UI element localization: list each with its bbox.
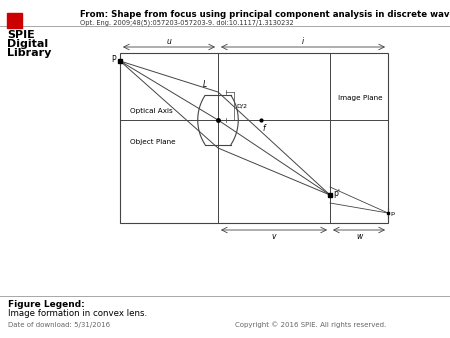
- Text: u: u: [166, 37, 171, 46]
- Text: Figure Legend:: Figure Legend:: [8, 300, 85, 309]
- Text: Date of download: 5/31/2016: Date of download: 5/31/2016: [8, 322, 110, 328]
- Text: SPIE: SPIE: [9, 19, 20, 23]
- Text: From: Shape from focus using principal component analysis in discrete wavelet tr: From: Shape from focus using principal c…: [80, 10, 450, 19]
- Bar: [120, 53, 388, 223]
- Text: w: w: [356, 232, 362, 241]
- Text: L: L: [203, 80, 207, 89]
- Text: p': p': [333, 190, 340, 198]
- Text: Image formation in convex lens.: Image formation in convex lens.: [8, 309, 147, 318]
- Text: SPIE: SPIE: [7, 30, 35, 40]
- Text: v: v: [272, 232, 276, 241]
- Text: Image Plane: Image Plane: [338, 95, 382, 101]
- Text: Object Plane: Object Plane: [130, 139, 176, 145]
- Text: p: p: [390, 211, 394, 216]
- Text: Library: Library: [7, 48, 51, 58]
- Text: D/2: D/2: [236, 103, 247, 108]
- Text: Opt. Eng. 2009;48(5):057203-057203-9. doi:10.1117/1.3130232: Opt. Eng. 2009;48(5):057203-057203-9. do…: [80, 19, 294, 25]
- Text: Digital: Digital: [7, 39, 48, 49]
- Text: P: P: [112, 55, 116, 65]
- Text: f: f: [262, 124, 265, 133]
- Bar: [7, 13, 22, 28]
- Text: Optical Axis: Optical Axis: [130, 108, 173, 114]
- Text: Copyright © 2016 SPIE. All rights reserved.: Copyright © 2016 SPIE. All rights reserv…: [235, 321, 386, 328]
- Text: i: i: [302, 37, 304, 46]
